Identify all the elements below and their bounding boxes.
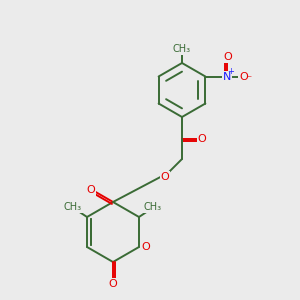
Text: CH₃: CH₃ xyxy=(64,202,82,212)
Text: ⁻: ⁻ xyxy=(246,74,251,85)
Text: N: N xyxy=(223,71,232,82)
Text: +: + xyxy=(227,68,234,76)
Text: O: O xyxy=(160,172,169,182)
Text: O: O xyxy=(223,52,232,62)
Text: O: O xyxy=(109,279,117,289)
Text: O: O xyxy=(239,71,248,82)
Text: O: O xyxy=(142,242,150,252)
Text: O: O xyxy=(86,185,95,195)
Text: CH₃: CH₃ xyxy=(173,44,191,54)
Text: CH₃: CH₃ xyxy=(144,202,162,212)
Text: O: O xyxy=(198,134,206,144)
